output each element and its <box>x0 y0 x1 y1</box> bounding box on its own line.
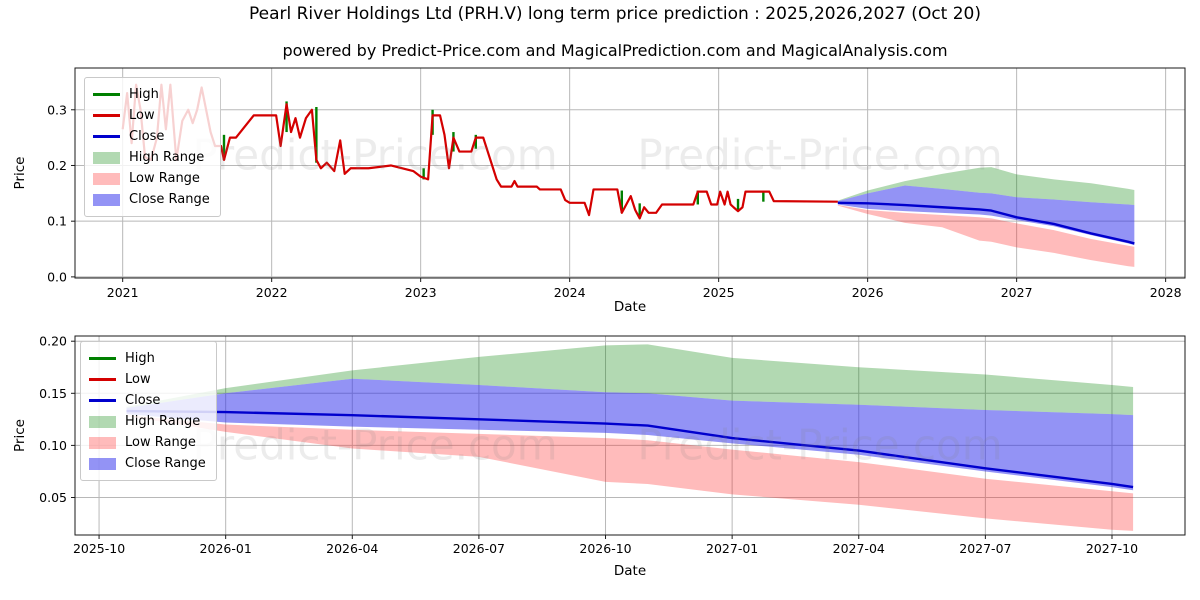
legend-item-high-range: High Range <box>89 411 206 432</box>
legend-label: High <box>129 87 159 102</box>
legend-bottom-chart: High Low Close High Range Low Range Close Ran… <box>80 341 217 481</box>
x-tick-label: 2024 <box>554 285 586 300</box>
x-tick-label: 2025 <box>703 285 735 300</box>
close-range-area <box>126 378 1134 491</box>
legend-line-swatch <box>89 399 116 402</box>
watermark-text: Predict-Price.com <box>637 131 1002 180</box>
x-axis-label: Date <box>614 299 646 315</box>
legend-item-close: Close <box>89 390 206 411</box>
axes-spine <box>74 335 1186 536</box>
legend-item-high: High <box>93 84 210 105</box>
y-tick-label: 0.0 <box>47 269 67 284</box>
axes-spine <box>74 67 1186 279</box>
x-tick-label: 2027-07 <box>959 541 1011 556</box>
legend-item-high: High <box>89 348 206 369</box>
legend-line-swatch <box>89 378 116 381</box>
legend-label: Close Range <box>125 456 206 471</box>
legend-label: Low <box>125 372 151 387</box>
legend-label: Close Range <box>129 192 210 207</box>
chart-title: Pearl River Holdings Ltd (PRH.V) long te… <box>248 4 982 24</box>
watermark-text: Predict-Price.com <box>637 421 1002 470</box>
legend-patch-swatch <box>93 193 120 206</box>
y-tick-label: 0.3 <box>47 102 67 117</box>
close-line <box>837 201 1135 245</box>
legend-patch-swatch <box>89 457 116 470</box>
low-range-area <box>126 415 1134 531</box>
x-tick-label: 2022 <box>256 285 288 300</box>
legend-item-close-range: Close Range <box>93 189 210 210</box>
x-tick-label: 2026-04 <box>326 541 378 556</box>
close-line <box>126 409 1134 489</box>
legend-item-high-range: High Range <box>93 147 210 168</box>
legend-label: Close <box>125 393 161 408</box>
y-tick-label: 0.05 <box>39 490 67 505</box>
legend-label: Low Range <box>129 171 200 186</box>
legend-patch-swatch <box>93 172 120 185</box>
close-range-area <box>837 185 1135 246</box>
legend-line-swatch <box>93 93 120 96</box>
y-axis-label: Price <box>12 419 28 452</box>
x-tick-label: 2027 <box>1001 285 1033 300</box>
legend-label: Close <box>129 129 165 144</box>
y-tick-label: 0.20 <box>39 334 67 349</box>
legend-label: Low <box>129 108 155 123</box>
x-tick-label: 2025-10 <box>73 541 125 556</box>
legend-label: High Range <box>125 414 201 429</box>
y-tick-label: 0.15 <box>39 386 67 401</box>
legend-label: Low Range <box>125 435 196 450</box>
x-tick-label: 2023 <box>405 285 437 300</box>
legend-label: High <box>125 351 155 366</box>
watermark-text: Predict-Price.com <box>192 421 557 470</box>
x-tick-label: 2026-10 <box>579 541 631 556</box>
legend-item-low-range: Low Range <box>89 432 206 453</box>
legend-patch-swatch <box>93 151 120 164</box>
x-tick-label: 2026-07 <box>453 541 505 556</box>
x-axis-label: Date <box>614 563 646 579</box>
legend-top-chart: High Low Close High Range Low Range Close Ran… <box>84 77 221 217</box>
legend-item-low: Low <box>89 369 206 390</box>
x-tick-label: 2027-10 <box>1086 541 1138 556</box>
legend-label: High Range <box>129 150 205 165</box>
legend-line-swatch <box>89 357 116 360</box>
x-tick-label: 2021 <box>107 285 139 300</box>
legend-item-close-range: Close Range <box>89 453 206 474</box>
x-tick-label: 2028 <box>1150 285 1182 300</box>
high-range-area <box>837 167 1135 206</box>
y-tick-label: 0.1 <box>47 214 67 229</box>
legend-patch-swatch <box>89 436 116 449</box>
y-tick-label: 0.2 <box>47 158 67 173</box>
x-tick-label: 2027-01 <box>706 541 758 556</box>
watermark-text: Predict-Price.com <box>192 131 557 180</box>
x-tick-label: 2026 <box>852 285 884 300</box>
low-range-area <box>837 205 1135 267</box>
legend-item-low: Low <box>93 105 210 126</box>
legend-line-swatch <box>93 135 120 138</box>
x-tick-label: 2027-04 <box>833 541 885 556</box>
high-range-area <box>126 344 1134 416</box>
legend-item-low-range: Low Range <box>93 168 210 189</box>
legend-line-swatch <box>93 114 120 117</box>
legend-patch-swatch <box>89 415 116 428</box>
legend-item-close: Close <box>93 126 210 147</box>
y-axis-label: Price <box>12 157 28 190</box>
x-tick-label: 2026-01 <box>200 541 252 556</box>
chart-subtitle: powered by Predict-Price.com and Magical… <box>282 41 948 60</box>
y-tick-label: 0.10 <box>39 438 67 453</box>
